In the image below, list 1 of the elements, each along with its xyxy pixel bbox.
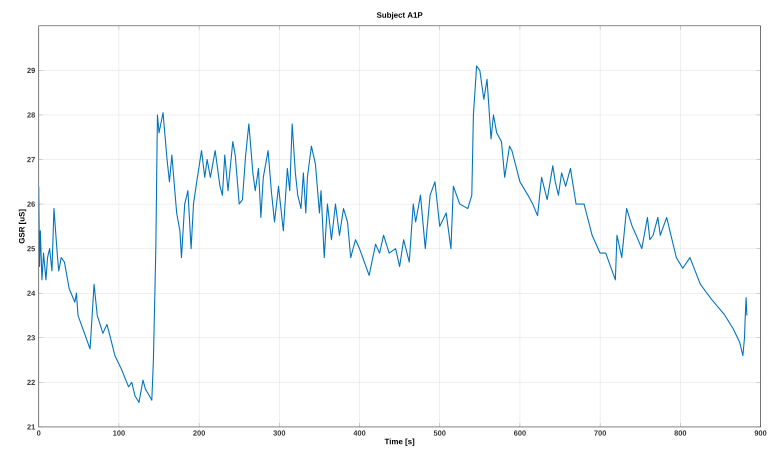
line-series — [38, 66, 748, 404]
